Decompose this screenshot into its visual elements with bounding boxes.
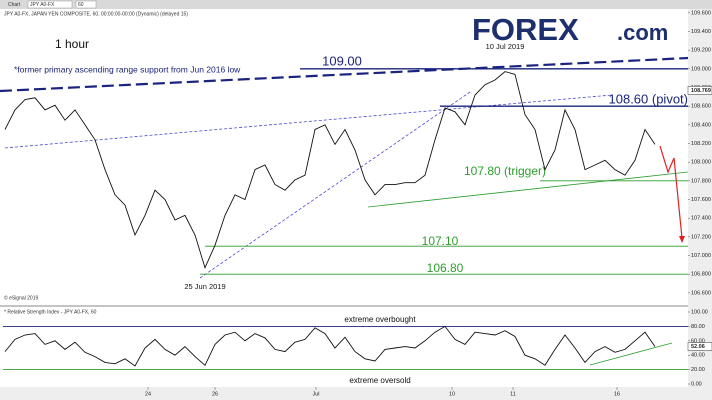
y-tick-label: 100.00 [691,309,708,315]
y-tick-label: 80.00 [691,324,705,330]
interval-box[interactable] [75,0,97,9]
logo-suffix: .com [617,20,668,45]
rsi-title: * Relative Strength Index - JPY A0-FX, 6… [4,309,97,315]
long-term-trendline [0,56,689,93]
y-tick-label: 109.200 [691,48,711,54]
y-tick-label: 107.600 [691,197,711,203]
level-label: 107.10 [422,234,459,248]
x-tick-label: 26 [212,391,218,397]
peak-date: 10 Jul 2019 [486,42,525,51]
arrow-head [679,236,685,243]
overbought-label: extreme overbought [344,315,416,324]
y-tick-label: 108.600 [691,104,711,110]
green-trendline [367,171,689,208]
time-axis [0,387,712,400]
y-tick-label: 106.600 [691,290,711,296]
oversold-label: extreme oversold [349,376,410,385]
last-value-badge [687,342,712,351]
y-tick-label: 109.600 [691,10,711,16]
x-tick-label: 16 [614,391,620,397]
timeframe: 1 hour [55,37,89,51]
toolbar-tab[interactable]: Chart [8,2,21,8]
last-value-label: 108.769 [691,88,711,94]
toolbar-interval[interactable]: 60 [78,2,84,8]
former-support-line [4,94,613,149]
level-label: 108.60 (pivot) [609,91,689,106]
x-tick-label: 10 [449,391,455,397]
y-tick-label: 106.800 [691,272,711,278]
last-value-label: 52.06 [691,344,705,350]
y-tick-label: 107.400 [691,216,711,222]
price-line [4,71,656,269]
x-tick-label: 11 [510,391,516,397]
y-tick-label: 108.400 [691,122,711,128]
price-line [4,325,656,367]
last-value-badge [687,86,712,95]
trendline-note: *former primary ascending range support … [14,64,241,74]
low-date: 25 Jun 2019 [184,282,225,291]
y-tick-label: 108.000 [691,160,711,166]
x-tick-label: 24 [145,391,151,397]
rsi-trendline [589,342,673,366]
logo-brand: FOREX [472,12,579,47]
toolbar-symbol[interactable]: JPY A0-FX [30,2,55,8]
level-label: 107.80 (trigger) [464,164,546,178]
y-tick-label: 107.000 [691,253,711,259]
toolbar [0,0,712,9]
y-tick-label: 109.400 [691,29,711,35]
credit: © eSignal 2019 [4,294,38,301]
projection-arrow [659,145,683,239]
symbol-box[interactable] [27,0,73,9]
y-tick-label: 20.00 [691,367,705,373]
y-tick-label: 107.200 [691,234,711,240]
y-tick-label: 0.00 [691,381,702,387]
x-tick-label: Jul [312,391,319,397]
chart-title: JPY A0-FX, JAPAN YEN COMPOSITE, 60, 00:0… [4,11,188,17]
y-tick-label: 60.00 [691,338,705,344]
y-tick-label: 108.200 [691,141,711,147]
y-tick-label: 107.800 [691,178,711,184]
y-tick-label: 109.000 [691,66,711,72]
level-label: 109.00 [322,53,362,68]
y-tick-label: 40.00 [691,353,705,359]
level-label: 106.80 [427,261,464,275]
price-axis [688,9,712,387]
